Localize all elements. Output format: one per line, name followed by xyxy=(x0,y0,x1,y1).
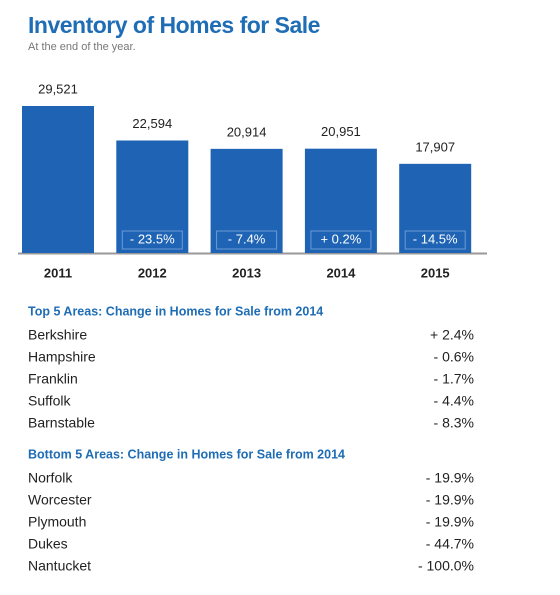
area-name: Dukes xyxy=(28,536,68,552)
area-change: - 100.0% xyxy=(418,558,474,574)
area-change: - 19.9% xyxy=(426,514,474,530)
value-label: 20,914 xyxy=(227,124,267,139)
change-label: + 0.2% xyxy=(320,231,361,246)
area-name: Norfolk xyxy=(28,470,73,486)
value-label: 22,594 xyxy=(132,116,172,131)
area-change: - 19.9% xyxy=(426,470,474,486)
area-change: - 1.7% xyxy=(434,371,474,387)
section-title: Top 5 Areas: Change in Homes for Sale fr… xyxy=(28,304,323,318)
change-box xyxy=(310,230,372,250)
bar xyxy=(399,163,472,253)
area-name: Hampshire xyxy=(28,349,96,365)
value-label: 17,907 xyxy=(415,139,455,154)
area-name: Plymouth xyxy=(28,514,86,530)
section-title: Bottom 5 Areas: Change in Homes for Sale… xyxy=(28,447,345,461)
value-label: 20,951 xyxy=(321,124,361,139)
change-box xyxy=(121,230,183,250)
area-name: Nantucket xyxy=(28,558,91,574)
chart-title: Inventory of Homes for Sale xyxy=(28,12,320,38)
change-label: - 7.4% xyxy=(228,231,266,246)
x-tick-label: 2014 xyxy=(326,265,356,280)
change-box xyxy=(216,230,278,250)
x-tick-label: 2013 xyxy=(232,265,261,280)
area-change: - 8.3% xyxy=(434,415,474,431)
change-box xyxy=(404,230,466,250)
area-change: - 44.7% xyxy=(426,536,474,552)
area-name: Worcester xyxy=(28,492,92,508)
bar xyxy=(116,140,189,253)
area-name: Berkshire xyxy=(28,327,87,343)
value-label: 29,521 xyxy=(38,81,78,96)
x-tick-label: 2015 xyxy=(421,265,450,280)
chart-subtitle: At the end of the year. xyxy=(28,41,136,53)
area-name: Suffolk xyxy=(28,393,72,409)
bar xyxy=(210,148,283,253)
bar xyxy=(22,106,94,253)
x-tick-label: 2011 xyxy=(44,265,72,280)
area-name: Franklin xyxy=(28,371,78,387)
x-tick-label: 2012 xyxy=(138,265,167,280)
bar xyxy=(304,148,377,253)
area-change: - 4.4% xyxy=(434,393,474,409)
area-change: - 0.6% xyxy=(434,349,474,365)
area-change: - 19.9% xyxy=(426,492,474,508)
area-change: + 2.4% xyxy=(430,327,474,343)
area-name: Barnstable xyxy=(28,415,95,431)
change-label: - 14.5% xyxy=(413,231,458,246)
change-label: - 23.5% xyxy=(130,231,175,246)
